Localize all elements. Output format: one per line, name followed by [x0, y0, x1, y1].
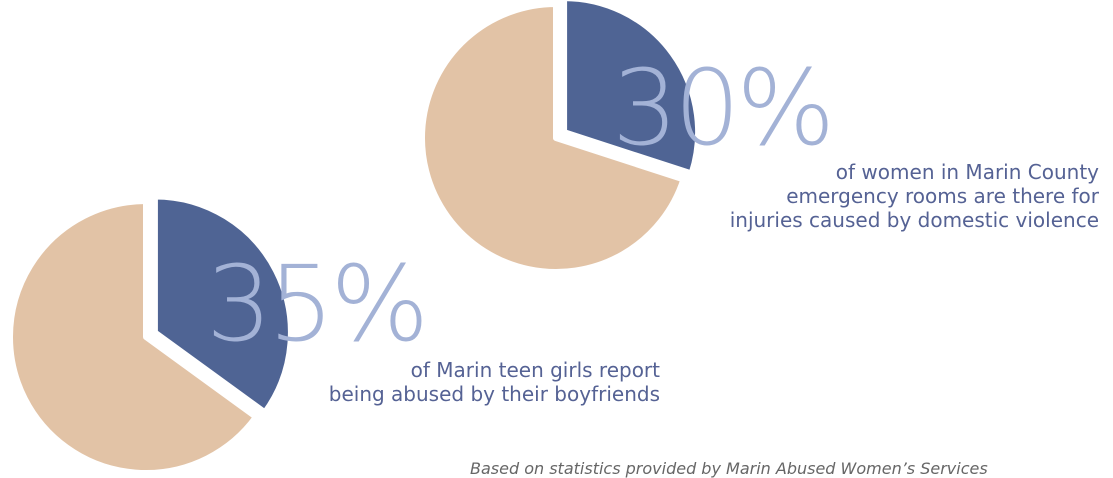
pie-chart-teen-girls	[7, 193, 294, 475]
highlight-slice	[561, 0, 702, 177]
highlight-slice	[151, 193, 294, 416]
caption-line: of women in Marin County	[835, 160, 1099, 184]
caption-line: emergency rooms are there for	[786, 184, 1099, 208]
percent-label-teen-girls: 35%	[206, 243, 429, 365]
percent-label-women-er: 30%	[612, 47, 835, 169]
remainder-slice	[7, 198, 260, 475]
caption-teen-girls: of Marin teen girls report being abused …	[329, 358, 660, 406]
caption-line: being abused by their boyfriends	[328, 382, 660, 406]
caption-women-er: of women in Marin County emergency rooms…	[730, 160, 1099, 232]
caption-line: of Marin teen girls report	[410, 358, 660, 382]
remainder-slice	[419, 1, 687, 275]
caption-line: injuries caused by domestic violence	[729, 208, 1099, 232]
pie-chart-women-er	[419, 0, 702, 275]
source-footnote: Based on statistics provided by Marin Ab…	[470, 459, 988, 478]
